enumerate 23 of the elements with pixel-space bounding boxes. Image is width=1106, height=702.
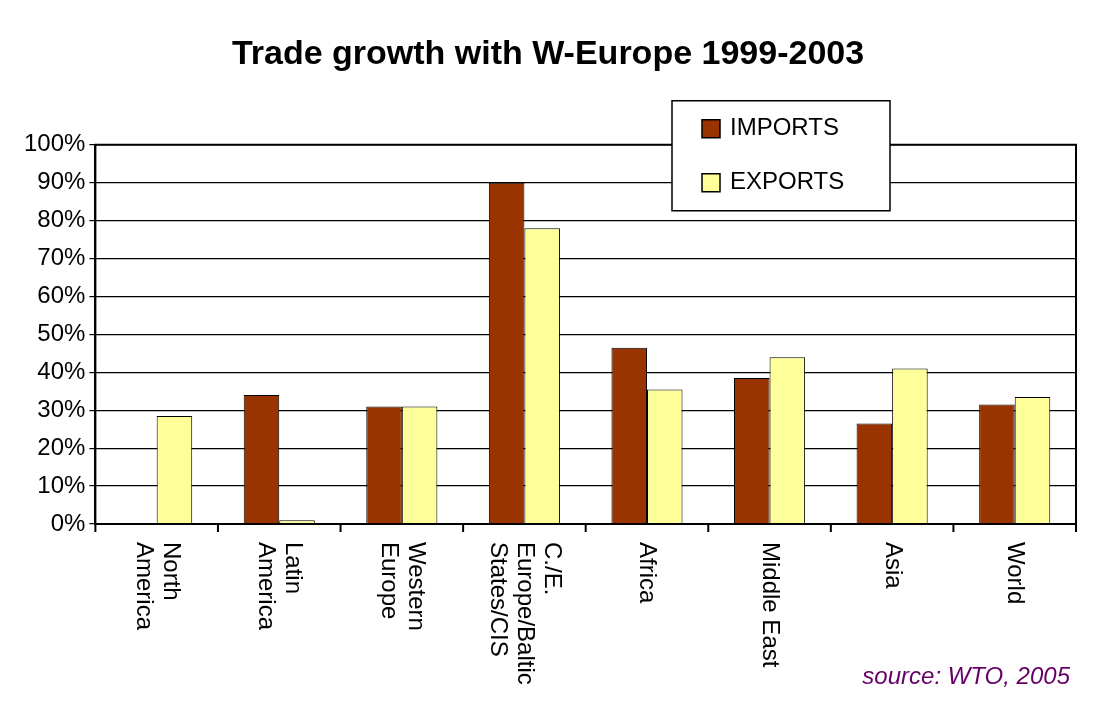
y-tick-label: 20%	[37, 432, 86, 460]
legend-label: IMPORTS	[730, 113, 839, 141]
x-tick-label: Western Europe	[376, 542, 431, 631]
y-tick-label: 60%	[37, 281, 86, 309]
y-tick-label: 70%	[37, 243, 86, 271]
x-tick-label: Africa	[635, 542, 663, 604]
chart-title: Trade growth with W-Europe 1999-2003	[231, 32, 865, 71]
y-tick-label: 30%	[37, 394, 86, 422]
x-tick-label: Asia	[880, 542, 908, 590]
x-tick-label: Middle East	[757, 542, 785, 668]
y-tick-label: 50%	[37, 319, 86, 347]
y-tick-label: 90%	[37, 167, 86, 195]
x-tick-label: C./E. Europe/Baltic States/CIS	[485, 542, 567, 685]
x-tick-label: World	[1003, 542, 1031, 605]
source-note: source: WTO, 2005	[862, 662, 1071, 689]
legend-label: EXPORTS	[730, 167, 845, 195]
y-tick-label: 100%	[23, 129, 86, 157]
x-tick-label: Latin America	[254, 542, 309, 631]
y-tick-label: 40%	[37, 356, 86, 384]
y-tick-label: 0%	[50, 508, 86, 536]
x-tick-label: North America	[131, 542, 186, 631]
y-tick-label: 10%	[37, 470, 86, 498]
y-tick-label: 80%	[37, 205, 86, 233]
